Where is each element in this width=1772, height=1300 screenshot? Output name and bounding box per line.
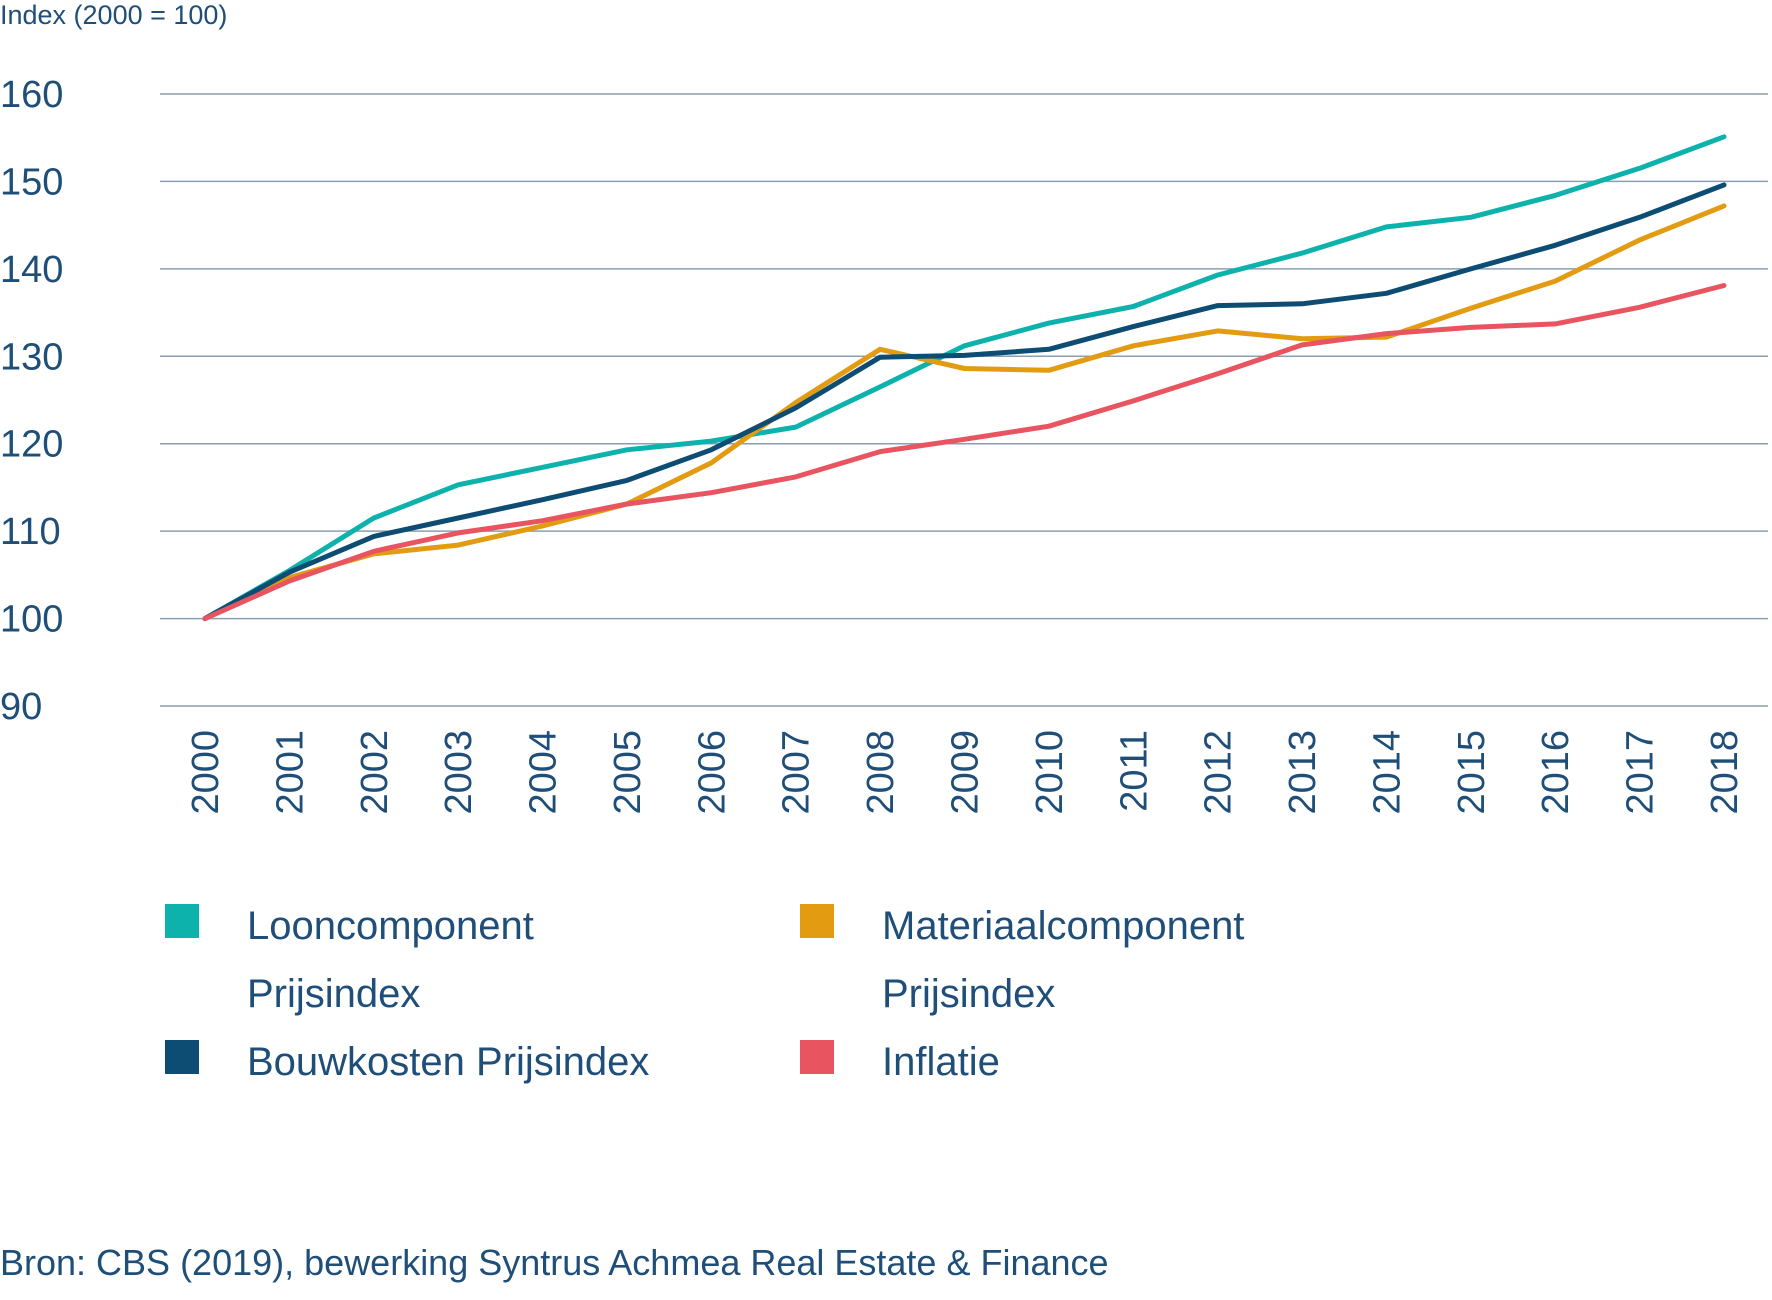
legend-item-inflatie: Inflatie: [800, 1028, 1302, 1096]
x-tick-label: 2014: [1366, 730, 1408, 815]
y-tick-label: 150: [0, 161, 63, 203]
legend-label: Looncomponent Prijsindex: [247, 904, 534, 1016]
legend-swatch: [800, 904, 834, 938]
y-tick-label: 90: [0, 686, 42, 728]
source-note: Bron: CBS (2019), bewerking Syntrus Achm…: [0, 1242, 1109, 1283]
series-line-3: [202, 283, 1727, 622]
x-tick-label: 2001: [269, 730, 311, 815]
y-tick-label: 120: [0, 424, 63, 466]
y-tick-label: 140: [0, 249, 63, 291]
series-line-0: [202, 134, 1727, 622]
x-tick-label: 2005: [607, 730, 649, 815]
legend-item-bouwkosten: Bouwkosten Prijsindex: [165, 1028, 667, 1096]
legend-label: Bouwkosten Prijsindex: [247, 1040, 650, 1084]
series-line-1: [202, 203, 1727, 622]
legend-label: Inflatie: [882, 1040, 1000, 1084]
x-tick-label: 2015: [1451, 730, 1493, 815]
x-tick-label: 2017: [1620, 730, 1662, 815]
x-tick-label: 2013: [1282, 730, 1324, 815]
x-tick-label: 2004: [523, 730, 565, 815]
legend-swatch: [800, 1040, 834, 1074]
x-tick-label: 2007: [776, 730, 818, 815]
y-tick-labels: 90 100 110 120 130 140 150 160: [0, 74, 63, 728]
x-tick-label: 2011: [1113, 730, 1155, 812]
y-tick-label: 110: [0, 511, 61, 553]
legend-swatch: [165, 904, 199, 938]
x-tick-label: 2008: [860, 730, 902, 815]
x-tick-label: 2009: [945, 730, 987, 815]
x-tick-label: 2016: [1535, 730, 1577, 815]
x-tick-label: 2006: [691, 730, 733, 815]
legend-swatch: [165, 1040, 199, 1074]
x-tick-label: 2003: [438, 730, 480, 815]
x-tick-labels: 2000 2001 2002 2003 2004 2005 2006 2007 2008 2009…: [185, 730, 1746, 815]
series-lines: [202, 134, 1727, 622]
x-tick-label: 2018: [1704, 730, 1746, 815]
y-tick-label: 160: [0, 74, 63, 116]
y-axis-label: Index (2000 = 100): [0, 0, 227, 30]
x-tick-label: 2010: [1029, 730, 1071, 815]
gridlines: [160, 93, 1768, 707]
x-tick-label: 2012: [1198, 730, 1240, 815]
series-line-2: [202, 182, 1727, 622]
x-tick-label: 2002: [354, 730, 396, 815]
legend-item-looncomponent: Looncomponent Prijsindex: [165, 892, 667, 1028]
legend-item-materiaalcomponent: Materiaalcomponent Prijsindex: [800, 892, 1302, 1028]
x-tick-label: 2000: [185, 730, 227, 815]
legend-label: Materiaalcomponent Prijsindex: [882, 904, 1245, 1016]
y-tick-label: 130: [0, 336, 63, 378]
y-tick-label: 100: [0, 599, 63, 641]
